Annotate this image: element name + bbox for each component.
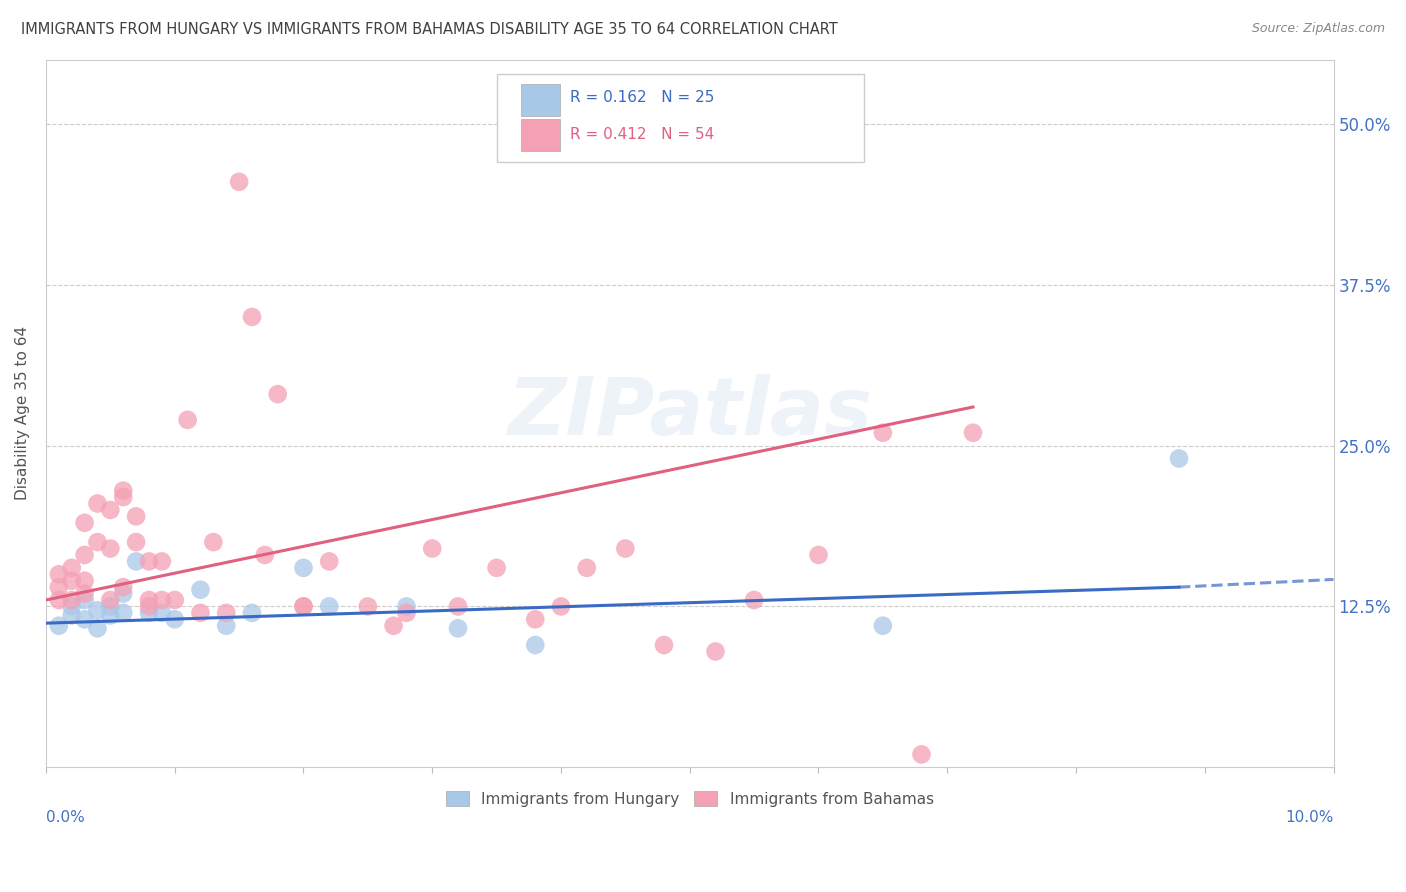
Point (215, 606, 238, 620)
FancyBboxPatch shape (496, 74, 863, 162)
Point (60, 574, 83, 588)
Point (60, 593, 83, 607)
Point (86, 621, 108, 635)
Point (292, 599, 315, 614)
Point (447, 599, 470, 614)
Point (240, 606, 263, 620)
Point (485, 561, 508, 575)
Point (86, 603, 108, 617)
Text: 0.0%: 0.0% (46, 810, 84, 825)
Point (253, 548, 276, 562)
Point (150, 554, 173, 568)
Text: IMMIGRANTS FROM HUNGARY VS IMMIGRANTS FROM BAHAMAS DISABILITY AGE 35 TO 64 CORRE: IMMIGRANTS FROM HUNGARY VS IMMIGRANTS FR… (21, 22, 838, 37)
Point (382, 618, 405, 632)
Point (163, 612, 186, 626)
Point (48, 593, 70, 607)
Point (125, 554, 148, 568)
Point (176, 413, 198, 427)
Point (98, 503, 121, 517)
Point (138, 593, 160, 607)
Point (138, 599, 160, 614)
Point (73, 586, 96, 600)
Point (652, 638, 675, 652)
Bar (522, 120, 560, 151)
Point (292, 599, 315, 614)
Text: 10.0%: 10.0% (1285, 810, 1333, 825)
Point (550, 599, 572, 614)
Point (163, 593, 186, 607)
Point (98, 541, 121, 556)
Point (228, 175, 250, 189)
Point (215, 618, 238, 632)
Text: ZIPatlas: ZIPatlas (508, 375, 872, 452)
Point (138, 554, 160, 568)
Point (73, 612, 96, 626)
Point (318, 599, 340, 614)
Point (112, 490, 135, 504)
Point (60, 561, 83, 575)
Point (98, 608, 121, 623)
Point (910, 747, 932, 762)
Point (73, 516, 96, 530)
Point (73, 548, 96, 562)
Point (575, 561, 598, 575)
Point (318, 554, 340, 568)
Point (86, 535, 108, 549)
Point (872, 618, 894, 632)
Point (807, 548, 830, 562)
Point (704, 644, 727, 658)
Point (112, 483, 135, 498)
Point (524, 638, 547, 652)
Point (112, 580, 135, 594)
Point (150, 606, 173, 620)
Point (742, 593, 765, 607)
Point (150, 593, 173, 607)
Point (524, 612, 547, 626)
Point (60, 608, 83, 623)
Point (86, 496, 108, 510)
Y-axis label: Disability Age 35 to 64: Disability Age 35 to 64 (15, 326, 30, 500)
Point (1168, 451, 1191, 466)
Point (962, 425, 984, 440)
Point (357, 599, 380, 614)
Legend: Immigrants from Hungary, Immigrants from Bahamas: Immigrants from Hungary, Immigrants from… (440, 784, 939, 813)
Point (125, 535, 148, 549)
Point (202, 535, 225, 549)
Point (240, 310, 263, 324)
Text: R = 0.162   N = 25: R = 0.162 N = 25 (569, 90, 714, 105)
Text: Source: ZipAtlas.com: Source: ZipAtlas.com (1251, 22, 1385, 36)
Point (614, 541, 637, 556)
Point (73, 593, 96, 607)
Point (98, 599, 121, 614)
Point (872, 425, 894, 440)
Point (48, 567, 70, 582)
Point (98, 593, 121, 607)
Point (190, 606, 212, 620)
Point (112, 586, 135, 600)
Point (73, 574, 96, 588)
Point (420, 541, 443, 556)
Point (125, 509, 148, 524)
Bar (522, 85, 560, 116)
Point (190, 582, 212, 597)
Point (267, 387, 290, 401)
Point (447, 621, 470, 635)
Point (395, 606, 418, 620)
Point (395, 599, 418, 614)
Point (48, 580, 70, 594)
Point (138, 606, 160, 620)
Point (112, 606, 135, 620)
Point (60, 599, 83, 614)
Point (48, 618, 70, 632)
Text: R = 0.412   N = 54: R = 0.412 N = 54 (569, 127, 714, 142)
Point (292, 561, 315, 575)
